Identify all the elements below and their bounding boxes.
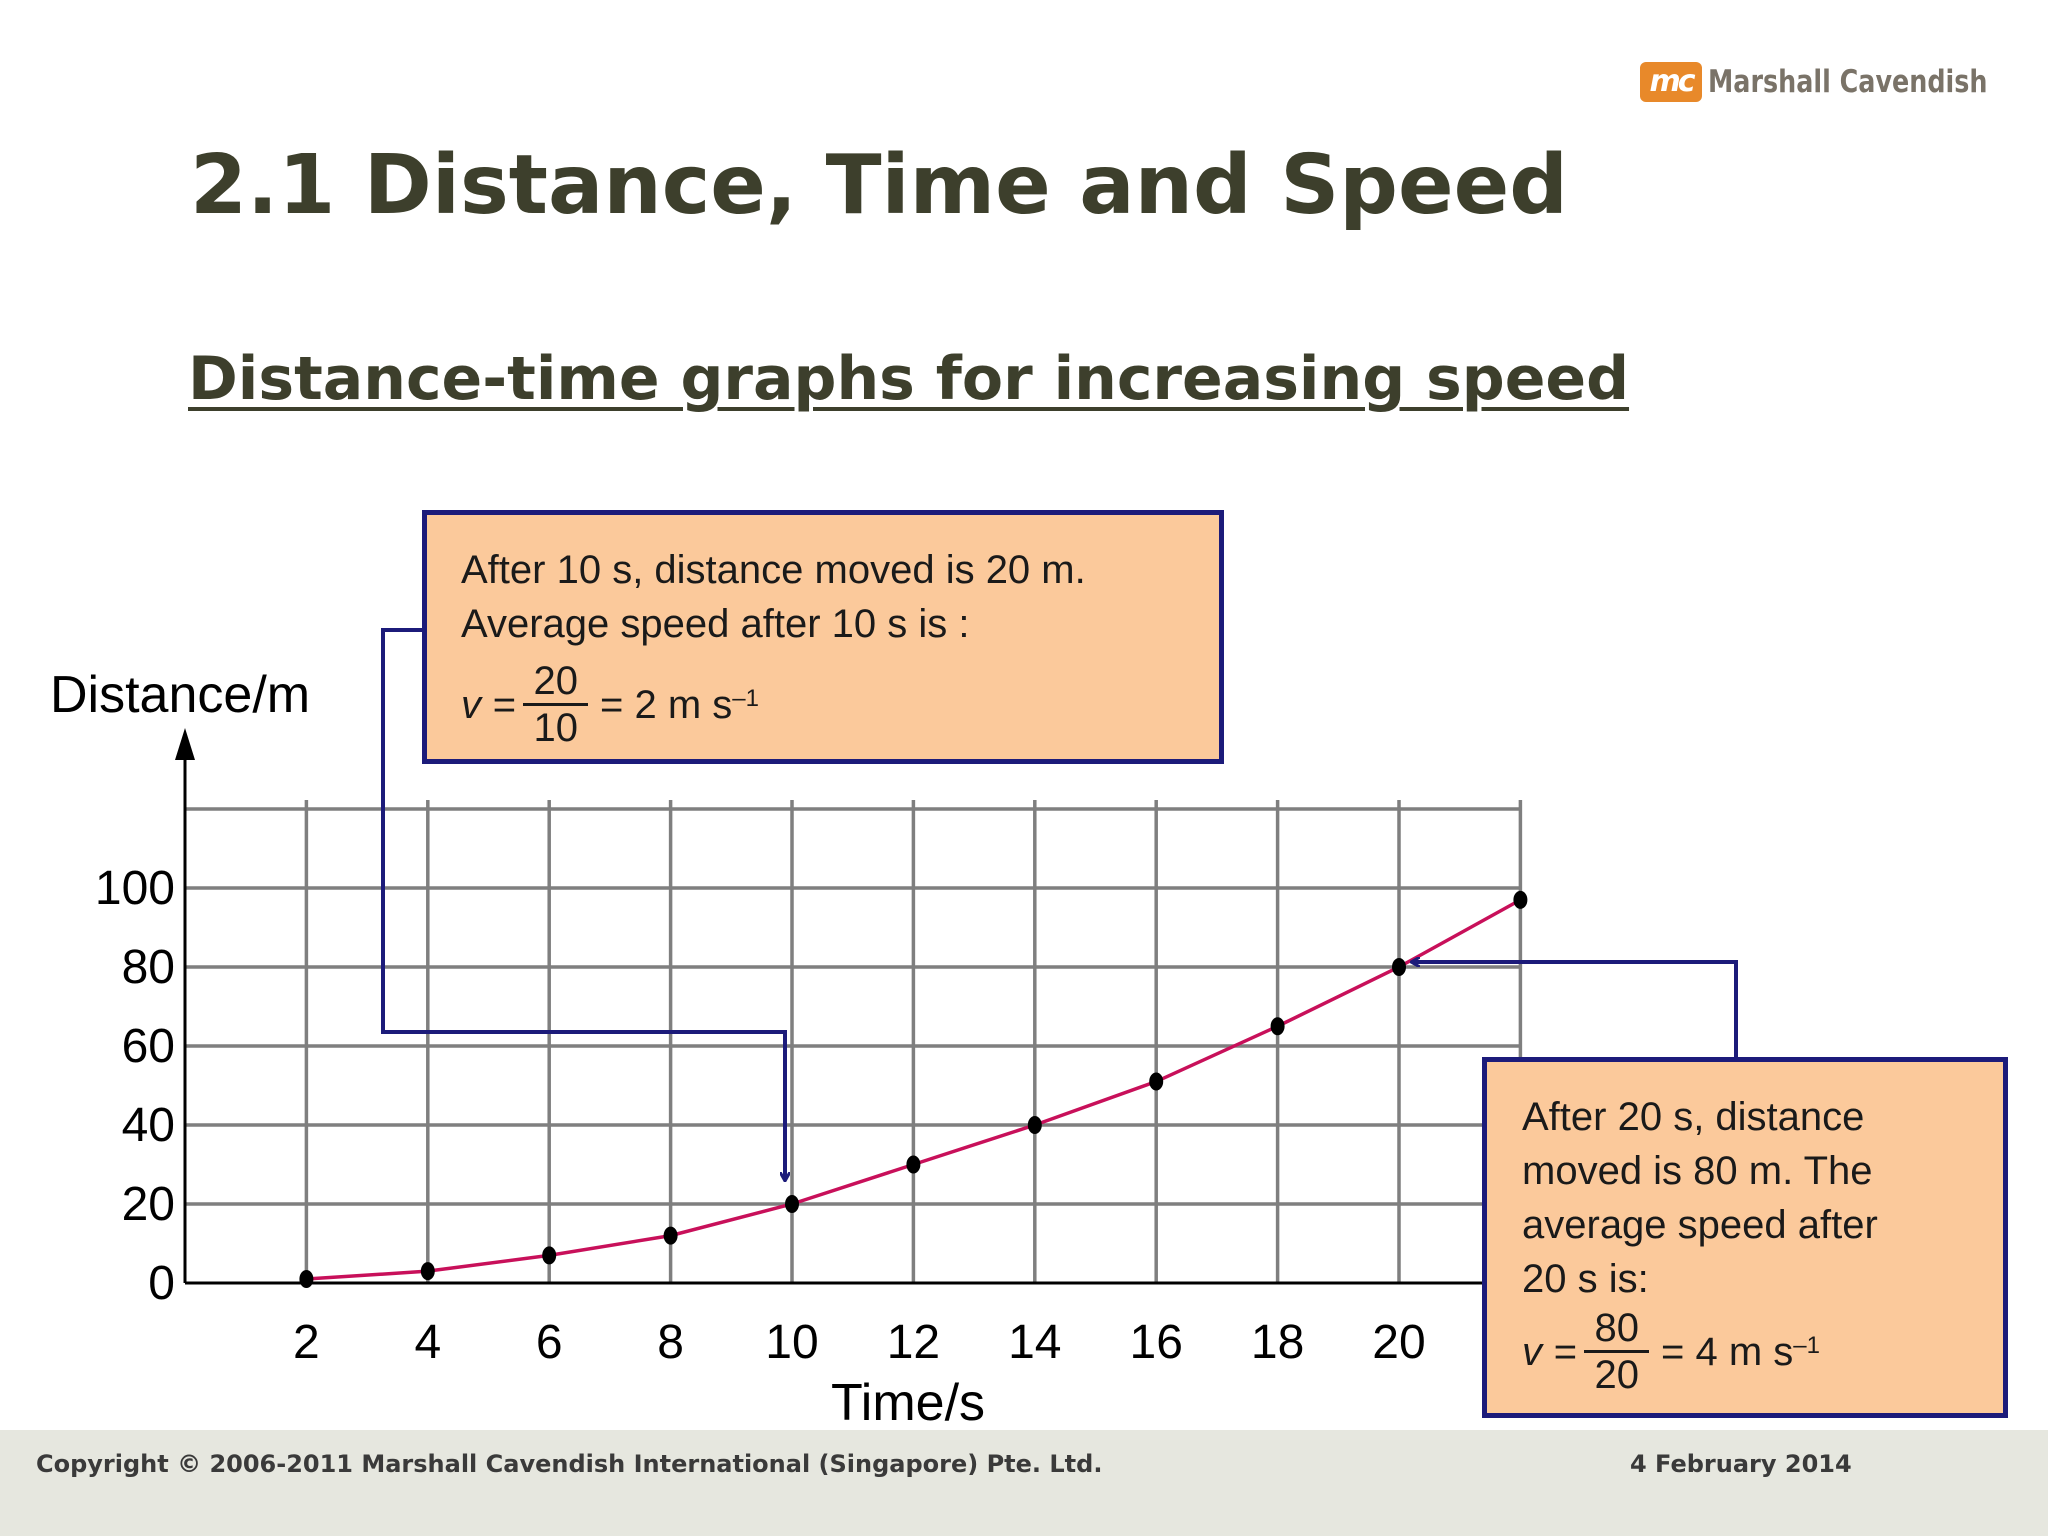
logo-mark: mc [1640, 62, 1702, 102]
y-axis-label: Distance/m [50, 666, 310, 724]
callout-10s-formula: v = 20 10 = 2 m s –1 [461, 659, 1189, 750]
x-tick-label: 10 [765, 1316, 818, 1369]
chart-series [299, 890, 1528, 1289]
y-tick-label: 20 [122, 1178, 175, 1231]
data-point [1392, 958, 1406, 976]
data-point [542, 1246, 557, 1265]
callout-20s-line2: moved is 80 m. The [1522, 1149, 1873, 1193]
data-point [1027, 1116, 1042, 1134]
data-point [663, 1226, 678, 1245]
y-tick-label: 80 [122, 941, 175, 994]
data-point [1270, 1017, 1285, 1036]
unit-exponent: –1 [732, 684, 759, 712]
speed-fraction: 80 20 [1584, 1306, 1649, 1397]
x-tick-label: 18 [1251, 1316, 1304, 1369]
speed-variable: v = [461, 682, 516, 727]
data-point [906, 1155, 921, 1174]
x-tick-label: 4 [414, 1316, 441, 1369]
callout-20s-line4: 20 s is: [1522, 1257, 1649, 1301]
slide-subtitle: Distance-time graphs for increasing spee… [188, 344, 1630, 414]
callout-10s-connector [381, 628, 785, 1180]
y-tick-label: 60 [122, 1020, 175, 1073]
fraction-numerator: 80 [1584, 1306, 1649, 1353]
y-tick-label: 0 [148, 1257, 175, 1310]
y-tick-label: 100 [95, 862, 175, 915]
data-point [299, 1270, 314, 1289]
data-point [1149, 1072, 1164, 1091]
callout-10s: After 10 s, distance moved is 20 m. Aver… [422, 510, 1224, 764]
speed-result: = 4 m s [1660, 1329, 1794, 1374]
data-point [785, 1195, 799, 1213]
x-tick-label: 14 [1008, 1316, 1061, 1369]
callout-20s-formula: v = 80 20 = 4 m s –1 [1522, 1306, 1983, 1397]
x-tick-label: 20 [1372, 1316, 1425, 1369]
data-point [1513, 890, 1528, 909]
unit-exponent: –1 [1793, 1331, 1820, 1359]
fraction-numerator: 20 [523, 659, 588, 706]
callout-20s-line3: average speed after [1522, 1203, 1878, 1247]
footer-bar: Copyright © 2006-2011 Marshall Cavendish… [0, 1430, 2048, 1536]
callout-10s-line2: Average speed after 10 s is : [461, 602, 970, 646]
speed-variable: v = [1522, 1329, 1577, 1374]
chart-tick-labels: 2 4 6 8 10 12 14 16 18 20 0 20 40 60 80 100 [95, 862, 1426, 1369]
x-tick-label: 6 [536, 1316, 563, 1369]
x-axis-label: Time/s [831, 1374, 985, 1430]
callout-20s-line1: After 20 s, distance [1522, 1095, 1865, 1139]
fraction-denominator: 10 [533, 706, 578, 750]
chart-axes [175, 728, 1521, 1285]
y-axis-arrowhead [175, 728, 195, 760]
chart-grid [185, 800, 1523, 1283]
x-tick-label: 12 [887, 1316, 940, 1369]
logo-text: Marshall Cavendish [1708, 64, 1988, 100]
x-tick-label: 16 [1130, 1316, 1183, 1369]
callout-20s: After 20 s, distance moved is 80 m. The … [1482, 1057, 2008, 1418]
callout-20s-connector [1412, 962, 1738, 1057]
speed-fraction: 20 10 [523, 659, 588, 750]
callout-connectors [381, 628, 1738, 1180]
data-point [420, 1262, 435, 1281]
y-tick-label: 40 [122, 1099, 175, 1152]
callout-10s-line1: After 10 s, distance moved is 20 m. [461, 548, 1086, 592]
speed-result: = 2 m s [599, 682, 733, 727]
copyright-text: Copyright © 2006-2011 Marshall Cavendish… [36, 1450, 1103, 1478]
publisher-logo: mc Marshall Cavendish [1640, 62, 2048, 102]
x-tick-label: 8 [657, 1316, 684, 1369]
fraction-denominator: 20 [1594, 1353, 1639, 1397]
x-tick-label: 2 [293, 1316, 320, 1369]
footer-date: 4 February 2014 [1630, 1450, 1852, 1478]
slide-title: 2.1 Distance, Time and Speed [190, 138, 1568, 233]
